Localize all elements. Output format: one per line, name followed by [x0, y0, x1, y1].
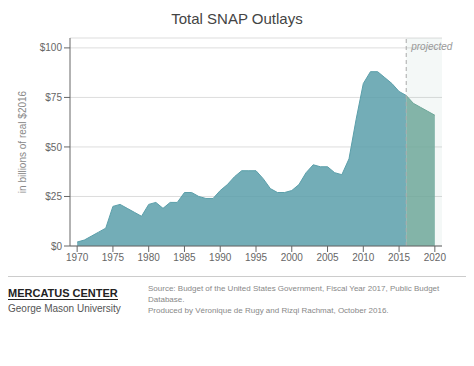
svg-text:1970: 1970 — [66, 252, 89, 263]
svg-text:1980: 1980 — [138, 252, 161, 263]
svg-text:$50: $50 — [45, 142, 62, 153]
svg-text:1990: 1990 — [209, 252, 232, 263]
svg-text:1975: 1975 — [102, 252, 125, 263]
svg-text:in billions of real $2016: in billions of real $2016 — [17, 90, 28, 193]
svg-text:2000: 2000 — [281, 252, 304, 263]
svg-text:$25: $25 — [45, 191, 62, 202]
html-text:George Mason University: George Mason University — [8, 303, 121, 314]
svg-text:1995: 1995 — [245, 252, 268, 263]
html-text:MERCATUS CENTER: MERCATUS CENTER — [8, 287, 118, 299]
svg-text:$75: $75 — [45, 92, 62, 103]
svg-text:2010: 2010 — [352, 252, 375, 263]
svg-text:$100: $100 — [40, 42, 63, 53]
svg-text:projected: projected — [410, 41, 453, 52]
svg-text:1985: 1985 — [173, 252, 196, 263]
html-text:Total SNAP Outlays: Total SNAP Outlays — [171, 10, 303, 27]
svg-text:2005: 2005 — [316, 252, 339, 263]
svg-text:2020: 2020 — [424, 252, 447, 263]
html-text:Produced by Véronique de Rugy: Produced by Véronique de Rugy and Rizqi … — [148, 306, 389, 315]
svg-text:2015: 2015 — [388, 252, 411, 263]
html-text:Source: Budget of the United S: Source: Budget of the United States Gove… — [148, 284, 440, 304]
svg-text:$0: $0 — [51, 241, 63, 252]
